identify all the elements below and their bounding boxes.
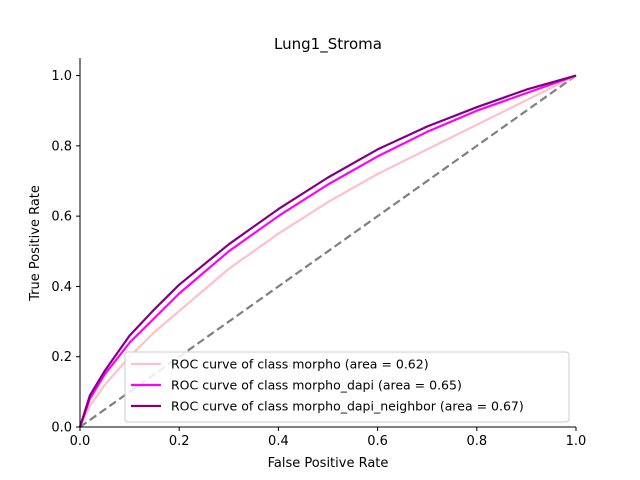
y-tick-label: 1.0	[51, 69, 72, 84]
chart-title: Lung1_Stroma	[274, 35, 382, 54]
axes	[79, 58, 576, 428]
x-tick-label: 0.4	[268, 434, 289, 449]
x-axis-title: False Positive Rate	[268, 456, 389, 471]
x-tick-label: 0.2	[169, 434, 190, 449]
y-tick-label: 0.2	[51, 350, 72, 365]
series-line-0	[79, 74, 577, 428]
y-axis-title: True Positive Rate	[28, 185, 43, 302]
series-line-2	[78, 74, 577, 428]
y-tick-label: 0.0	[51, 421, 72, 436]
x-tick-label: 0.0	[70, 434, 91, 449]
legend-label-1: ROC curve of class morpho_dapi (area = 0…	[171, 378, 462, 393]
legend-label-2: ROC curve of class morpho_dapi_neighbor …	[171, 399, 524, 414]
x-tick-label: 0.6	[367, 434, 388, 449]
x-tick-label: 1.0	[566, 434, 587, 449]
y-tick-label: 0.4	[51, 280, 72, 295]
ticks: 0.0 0.2 0.4 0.6 0.8 1.0 0.0 0.2 0.4 0.6 0.8 1.0	[51, 69, 586, 449]
legend-label-0: ROC curve of class morpho (area = 0.62)	[171, 357, 429, 372]
legend: ROC curve of class morpho (area = 0.62) R…	[124, 351, 570, 423]
legend-box	[124, 351, 570, 423]
y-tick-label: 0.6	[51, 210, 72, 225]
x-tick-label: 0.8	[466, 434, 487, 449]
y-tick-label: 0.8	[51, 139, 72, 154]
plot-area	[78, 74, 577, 428]
series-line-1	[78, 74, 577, 428]
